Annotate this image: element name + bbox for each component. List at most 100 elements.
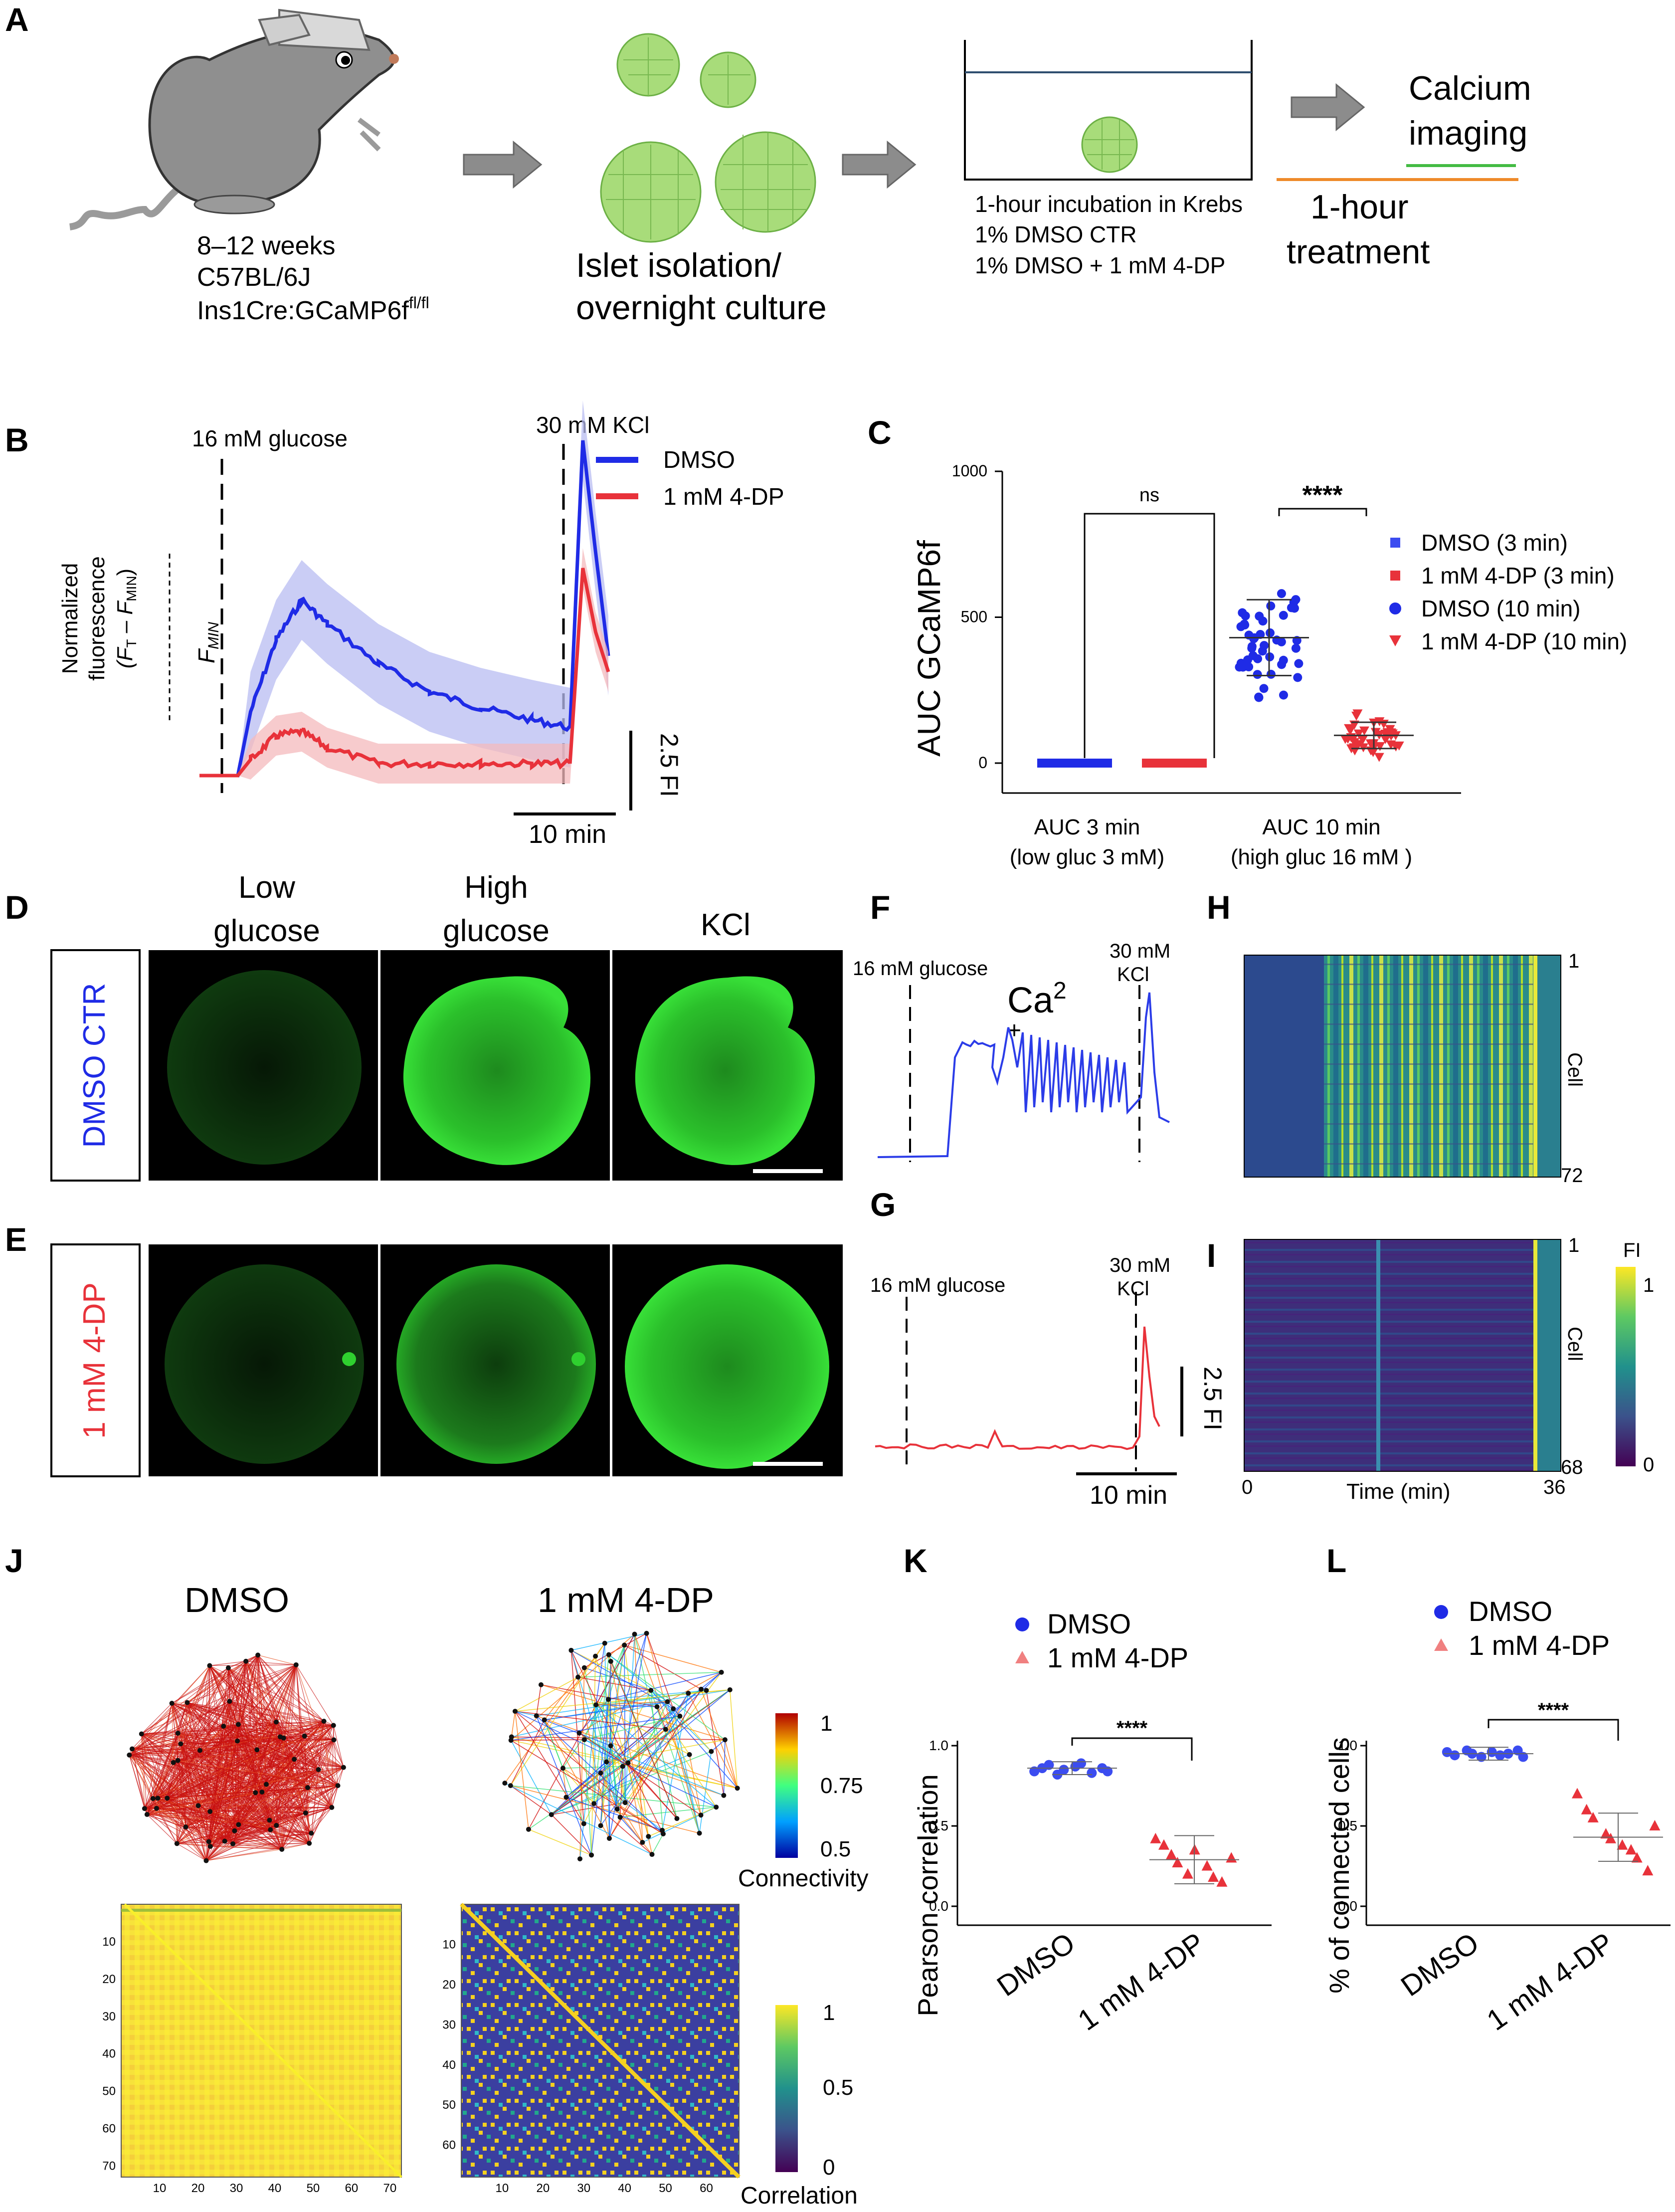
l-legend-4dp: 1 mM 4-DP	[1469, 1629, 1610, 1661]
b-band-1	[199, 548, 608, 784]
j-dmso-edge	[173, 1762, 338, 1786]
j-4dp-node	[512, 1709, 518, 1714]
b-glucose-label: 16 mM glucose	[192, 425, 348, 451]
j-dmso-node	[273, 1719, 279, 1725]
j-4dp-node	[598, 1770, 603, 1776]
c-point-4dp10	[1359, 726, 1369, 736]
j-dmso-edge	[261, 1725, 334, 1793]
j-4dp-ytick-50: 50	[442, 2098, 456, 2112]
j-4dp-edge	[551, 1814, 592, 1855]
l-point-4dp	[1581, 1804, 1592, 1814]
j-4dp-edge	[620, 1807, 717, 1818]
j-dmso-edge	[228, 1667, 308, 1788]
treatment-label-1: 1-hour	[1310, 188, 1409, 226]
k-y-ticks: 0.0 0.5 1.0	[929, 1738, 957, 1914]
d-col-low-1: Low	[238, 870, 295, 905]
j-dmso-edge	[257, 1654, 324, 1722]
j-4dp-edge	[617, 1716, 681, 1810]
j-4dp-edge	[673, 1708, 700, 1833]
j-dmso-edge	[199, 1725, 334, 1751]
j-dmso-edge	[257, 1655, 262, 1792]
j-dmso-edge	[229, 1701, 334, 1740]
j-dmso-edge	[172, 1703, 338, 1786]
j-dmso-edge	[311, 1807, 332, 1833]
k-point-4dp	[1182, 1868, 1193, 1879]
c-legend-4dp3: 1 mM 4-DP (3 min)	[1421, 563, 1615, 589]
svg-text:% of connected cells: % of connected cells	[1323, 1737, 1355, 1994]
l-point-4dp	[1572, 1788, 1583, 1799]
j-4dp-node	[622, 1800, 628, 1806]
j-4dp-node	[617, 1814, 623, 1820]
j-dmso-edge	[180, 1744, 239, 1825]
panel-label-a: A	[5, 1, 29, 38]
j-4dp-edge	[651, 1833, 664, 1855]
j-dmso-edge	[209, 1665, 277, 1826]
l-ytick-label-0.5: 0.5	[1338, 1818, 1357, 1833]
svg-text:DMSO: DMSO	[1395, 1926, 1485, 2003]
j-dmso-edge	[333, 1740, 339, 1786]
j-4dp-node	[593, 1702, 599, 1708]
j-dmso-xtick-70: 70	[383, 2182, 397, 2195]
j-title-dmso: DMSO	[185, 1581, 289, 1619]
j-4dp-edge	[648, 1807, 717, 1837]
j-4dp-edge	[608, 1654, 726, 1740]
j-4dp-edge	[624, 1644, 702, 1690]
c-point-4dp10	[1386, 731, 1396, 741]
j-dmso-edge	[199, 1750, 282, 1850]
j-4dp-edge	[624, 1634, 635, 1803]
k-point-4dp	[1158, 1839, 1169, 1850]
c-point-dmso10	[1279, 690, 1288, 700]
j-dmso-edge	[180, 1744, 233, 1844]
svg-text:DMSO: DMSO	[991, 1926, 1081, 2003]
i-x-end: 36	[1543, 1476, 1566, 1498]
j-dmso-node	[281, 1735, 286, 1741]
j-4dp-node	[648, 1688, 654, 1693]
j-4dp-node	[502, 1781, 508, 1786]
j-dmso-node	[254, 1747, 260, 1753]
j-dmso-node	[331, 1737, 337, 1743]
svg-text:2.5 FI: 2.5 FI	[1199, 1367, 1227, 1430]
c-xcat-2-line1: AUC 10 min	[1262, 815, 1380, 839]
j-4dp-edge	[610, 1746, 618, 1810]
j-4dp-edge	[593, 1689, 731, 1804]
j-4dp-node	[677, 1713, 683, 1719]
j-dmso-node	[174, 1841, 180, 1846]
islet-isolation-label: Islet isolation/	[576, 246, 781, 284]
j-4dp-node	[699, 1686, 704, 1692]
j-4dp-edge	[617, 1701, 668, 1810]
j-4dp-node	[622, 1642, 627, 1648]
j-4dp-edge	[646, 1633, 700, 1833]
j-4dp-edge	[606, 1739, 726, 1763]
j-dmso-node	[227, 1699, 232, 1704]
k-point-4dp	[1208, 1871, 1219, 1882]
j-4dp-edge	[536, 1684, 542, 1716]
j-4dp-node	[686, 1690, 691, 1696]
j-corr-4dp-diagonal	[460, 1903, 741, 2179]
j-dmso-ytick-30: 30	[102, 2010, 116, 2023]
j-4dp-node	[719, 1669, 724, 1675]
j-dmso-edge	[173, 1762, 210, 1812]
panel-label-l: L	[1326, 1542, 1346, 1579]
j-dmso-edge	[309, 1740, 335, 1843]
j-dmso-edge	[172, 1703, 179, 1761]
j-4dp-node	[606, 1652, 611, 1657]
k-point-4dp	[1226, 1852, 1237, 1863]
l-xcat-dmso: DMSO	[1395, 1926, 1485, 2003]
l-point-4dp	[1617, 1839, 1628, 1850]
c-legend-dmso10-marker	[1389, 603, 1401, 614]
j-dmso-edge	[178, 1760, 338, 1786]
j-dmso-edge	[147, 1724, 239, 1815]
j-dmso-xtick-10: 10	[153, 2182, 167, 2195]
j-dmso-edge	[257, 1654, 296, 1665]
c-point-4dp10	[1349, 738, 1360, 747]
j-dmso-edge	[167, 1798, 206, 1861]
j-4dp-edge	[579, 1733, 628, 1764]
j-dmso-edge	[129, 1665, 210, 1756]
l-point-dmso	[1487, 1747, 1497, 1757]
c-xcat-2-line2: (high gluc 16 mM )	[1231, 845, 1412, 869]
j-dmso-edge	[199, 1724, 239, 1751]
j-4dp-edge	[725, 1739, 738, 1789]
j-dmso-edge	[283, 1664, 297, 1738]
j-dmso-node	[259, 1789, 265, 1795]
j-4dp-node	[581, 1737, 587, 1742]
